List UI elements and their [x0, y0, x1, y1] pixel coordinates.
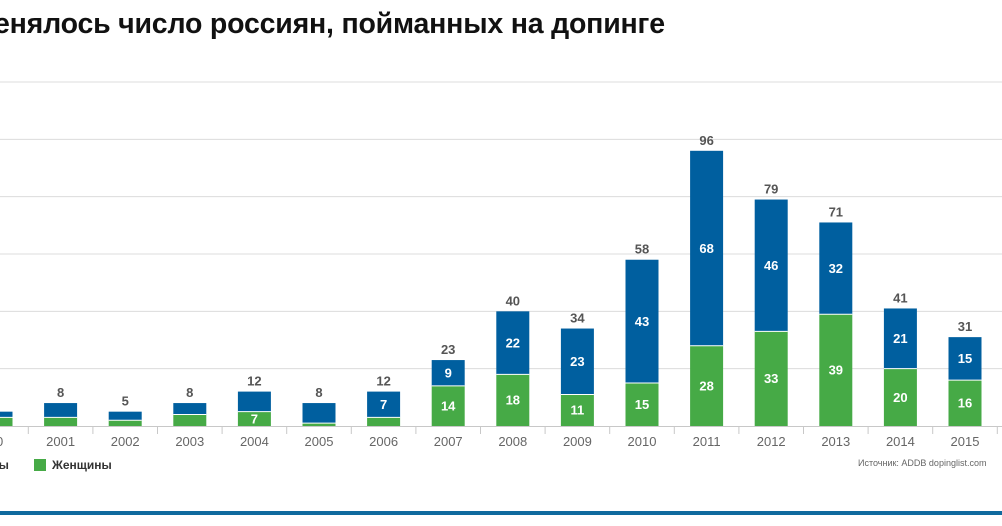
bar-label-men: 21	[893, 331, 907, 346]
bar-total-label: 79	[764, 182, 778, 197]
bar-women	[302, 423, 336, 426]
bar-label-men: 15	[958, 351, 972, 366]
legend-swatch-women	[34, 459, 46, 471]
bar-label-women: 11	[571, 403, 585, 418]
x-tick-label: 00	[0, 434, 3, 449]
bar-women	[0, 417, 13, 426]
bar-total-label: 31	[958, 319, 972, 334]
source-note: Источник: ADDB dopinglist.com	[858, 458, 987, 468]
bottom-rule	[0, 511, 1002, 515]
x-tick-label: 2002	[111, 434, 140, 449]
bar-label-men: 46	[764, 258, 778, 273]
x-tick-label: 2009	[563, 434, 592, 449]
bar-women	[690, 345, 724, 426]
bar-men	[431, 360, 465, 386]
bar-women	[883, 368, 917, 426]
bar-label-women: 18	[506, 393, 520, 408]
bar-men	[948, 337, 982, 381]
bar-women	[431, 385, 465, 426]
bar-men	[754, 199, 788, 332]
bar-women	[367, 417, 401, 426]
bar-total-label: 8	[57, 385, 64, 400]
bar-label-men: 7	[380, 397, 387, 412]
bar-label-women: 7	[251, 411, 258, 426]
bar-women	[108, 420, 142, 426]
bar-men	[0, 411, 13, 418]
bar-men	[819, 222, 853, 315]
chart-title: енялось число россиян, пойманных на допи…	[0, 8, 665, 40]
bar-women	[819, 314, 853, 426]
bar-label-men: 32	[829, 261, 843, 276]
legend-label-women: Женщины	[52, 458, 112, 472]
bar-total-label: 40	[506, 293, 520, 308]
bar-total-label: 12	[247, 374, 261, 389]
x-tick-label: 2012	[757, 434, 786, 449]
bar-women	[754, 331, 788, 426]
bar-men	[367, 391, 401, 418]
x-tick-label: 2010	[628, 434, 657, 449]
bar-women	[948, 380, 982, 426]
bar-label-women: 39	[829, 363, 843, 378]
x-tick-label: 2011	[693, 434, 721, 449]
bar-men	[108, 411, 142, 421]
bar-total-label: 71	[829, 204, 843, 219]
bar-women	[625, 383, 659, 426]
x-tick-label: 2001	[46, 434, 75, 449]
bar-label-women: 14	[441, 398, 456, 413]
x-tick-label: 2005	[305, 434, 334, 449]
bar-men	[625, 259, 659, 383]
bar-women	[173, 414, 207, 426]
x-tick-label: 2007	[434, 434, 463, 449]
legend-item-women[interactable]: Женщины	[34, 457, 112, 473]
bar-men	[173, 403, 207, 415]
bar-label-men: 9	[445, 365, 452, 380]
bar-total-label: 8	[186, 385, 193, 400]
bar-total-label: 12	[376, 374, 390, 389]
bar-label-women: 16	[958, 396, 972, 411]
bar-label-women: 33	[764, 371, 778, 386]
x-tick-label: 2006	[369, 434, 398, 449]
x-tick-label: 2004	[240, 434, 269, 449]
bar-men	[496, 311, 530, 375]
bar-women	[560, 394, 594, 426]
bar-total-label: 34	[570, 311, 585, 326]
bar-women	[496, 374, 530, 426]
bar-men	[237, 391, 271, 412]
bar-women	[44, 417, 78, 426]
bar-men	[883, 308, 917, 369]
x-tick-label: 2008	[498, 434, 527, 449]
bar-label-men: 23	[570, 354, 584, 369]
x-tick-label: 2014	[886, 434, 915, 449]
bar-label-women: 15	[635, 397, 649, 412]
bar-label-men: 43	[635, 314, 649, 329]
bar-men	[302, 403, 336, 424]
x-tick-label: 2015	[951, 434, 980, 449]
legend-item-men[interactable]: ины	[0, 457, 9, 473]
bar-men	[44, 403, 78, 418]
bar-label-women: 28	[699, 378, 713, 393]
x-tick-label: 2003	[175, 434, 204, 449]
bar-men	[690, 150, 724, 346]
bar-total-label: 8	[315, 385, 322, 400]
x-tick-label: 2013	[821, 434, 850, 449]
bar-total-label: 5	[122, 394, 129, 409]
bar-women	[237, 411, 271, 426]
bar-total-label: 96	[699, 133, 713, 148]
bar-total-label: 58	[635, 242, 649, 257]
bar-label-men: 68	[699, 241, 713, 256]
bar-total-label: 23	[441, 342, 455, 357]
legend-label-men: ины	[0, 458, 9, 472]
bar-men	[560, 328, 594, 395]
bar-label-men: 22	[506, 335, 520, 350]
bar-label-women: 20	[893, 390, 907, 405]
bar-total-label: 41	[893, 290, 907, 305]
